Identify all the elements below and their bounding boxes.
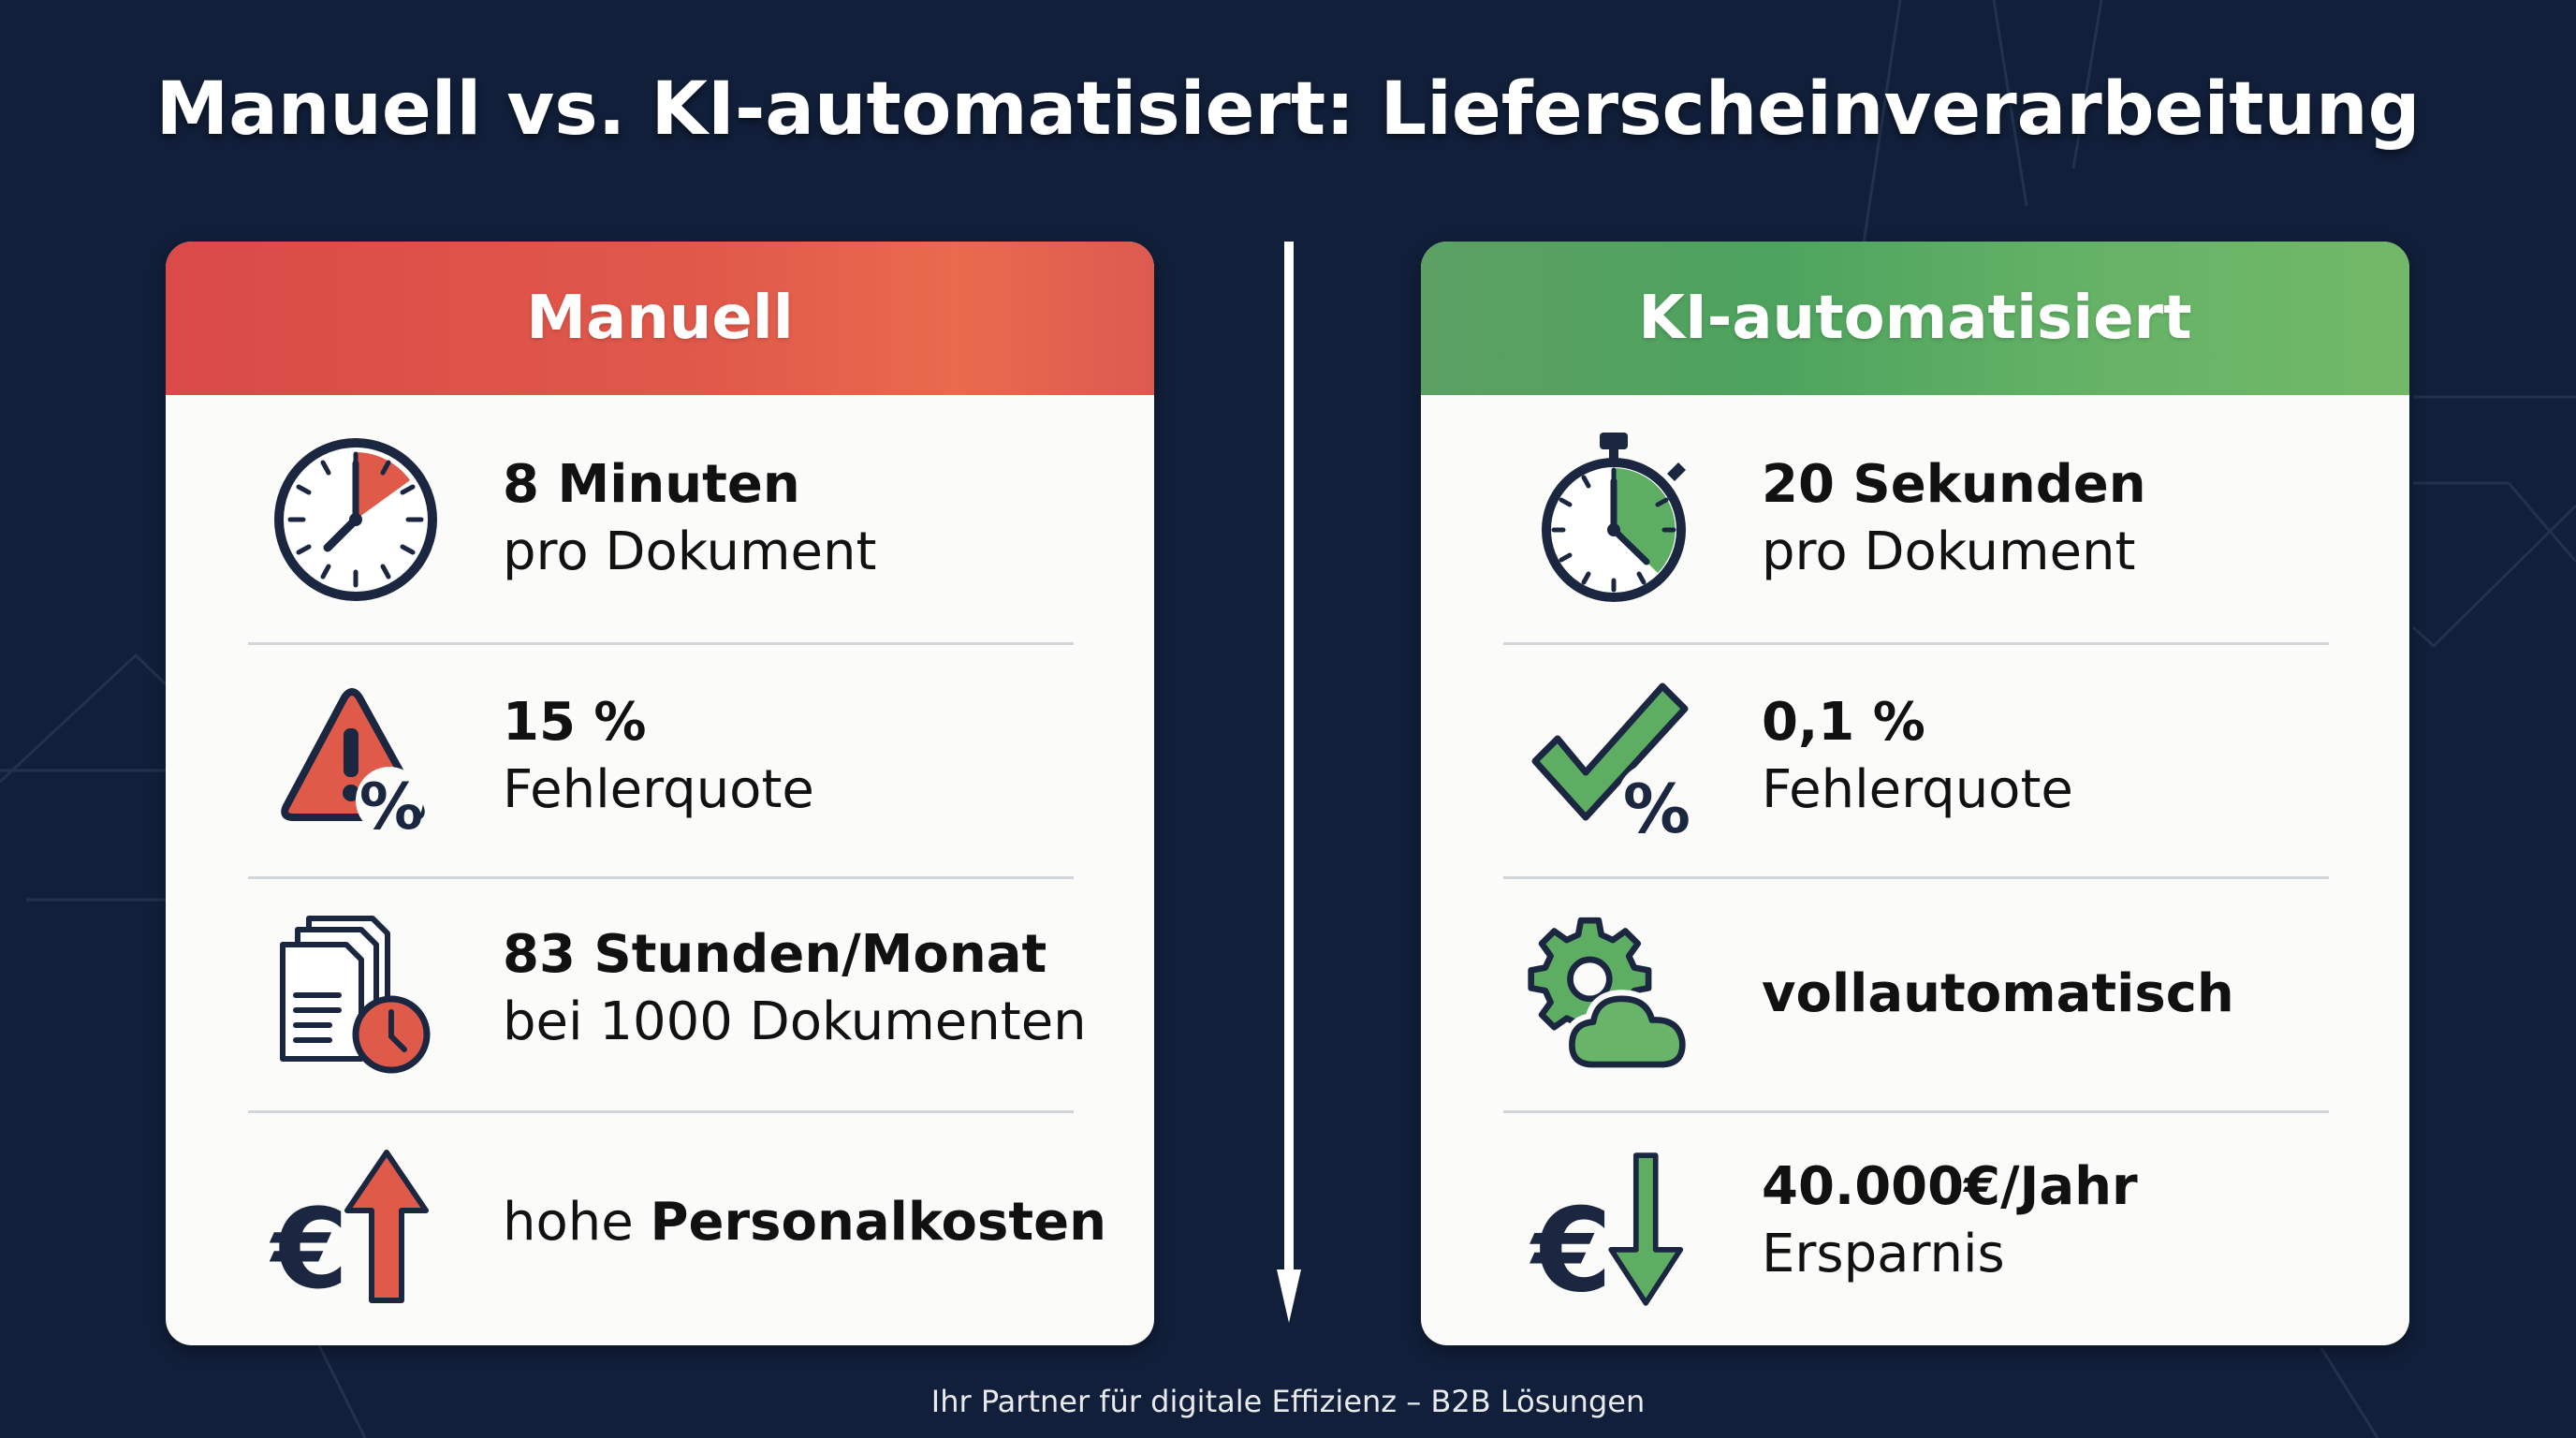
manual-hours-text: 83 Stunden/Monat bei 1000 Dokumenten [503,921,1087,1056]
ai-card: KI-automatisiert [1421,242,2409,1345]
ai-error-label: Fehlerquote [1762,759,2073,820]
manual-hours-label: bei 1000 Dokumenten [503,991,1087,1052]
ai-card-header: KI-automatisiert [1421,242,2409,395]
documents-clock-icon [267,906,445,1084]
svg-text:€: € [269,1184,348,1313]
manual-hours-value: 83 Stunden/Monat [503,924,1047,985]
svg-text:%: % [359,770,423,844]
down-arrow-icon [1277,242,1301,1323]
manual-card-header: Manuell [166,242,1154,395]
gear-cloud-icon [1526,906,1704,1084]
divider [1503,876,2329,879]
manual-cost-prefix: hohe [503,1192,634,1253]
ai-error-text: 0,1 % Fehlerquote [1762,689,2073,824]
svg-text:€: € [1529,1184,1612,1318]
page-title: Manuell vs. KI-automatisiert: Liefersche… [155,67,2421,152]
manual-error-value: 15 % [503,692,647,753]
manual-time-label: pro Dokument [503,521,877,582]
manual-time-text: 8 Minuten pro Dokument [503,451,876,586]
manual-cost-text: hohe Personalkosten [503,1189,1106,1256]
ai-savings-text: 40.000€/Jahr Ersparnis [1762,1153,2138,1288]
ai-time-value: 20 Sekunden [1762,454,2146,515]
ai-time-label: pro Dokument [1762,521,2136,582]
divider [1503,642,2329,645]
manual-card: Manuell 8 Minute [166,242,1154,1345]
divider [248,642,1074,645]
ai-savings-value: 40.000€/Jahr [1762,1156,2138,1217]
divider [1503,1110,2329,1113]
divider [248,876,1074,879]
ai-automation-value: vollautomatisch [1762,963,2234,1024]
checkmark-percent-icon: % [1526,672,1704,850]
footer-tagline: Ihr Partner für digitale Effizienz – B2B… [930,1384,1646,1419]
manual-cost-emphasis: Personalkosten [650,1192,1106,1253]
manual-time-value: 8 Minuten [503,454,800,515]
ai-automation-text: vollautomatisch [1762,961,2234,1028]
ai-time-text: 20 Sekunden pro Dokument [1762,451,2146,586]
euro-up-arrow-icon: € [267,1136,445,1313]
divider [248,1110,1074,1113]
svg-text:%: % [1623,770,1690,845]
clock-icon [267,431,445,609]
stopwatch-icon [1526,425,1704,603]
manual-error-label: Fehlerquote [503,759,814,820]
warning-percent-icon: % [267,672,445,850]
manual-error-text: 15 % Fehlerquote [503,689,814,824]
ai-error-value: 0,1 % [1762,692,1925,753]
ai-savings-label: Ersparnis [1762,1224,2005,1284]
euro-down-arrow-icon: € [1526,1140,1704,1318]
